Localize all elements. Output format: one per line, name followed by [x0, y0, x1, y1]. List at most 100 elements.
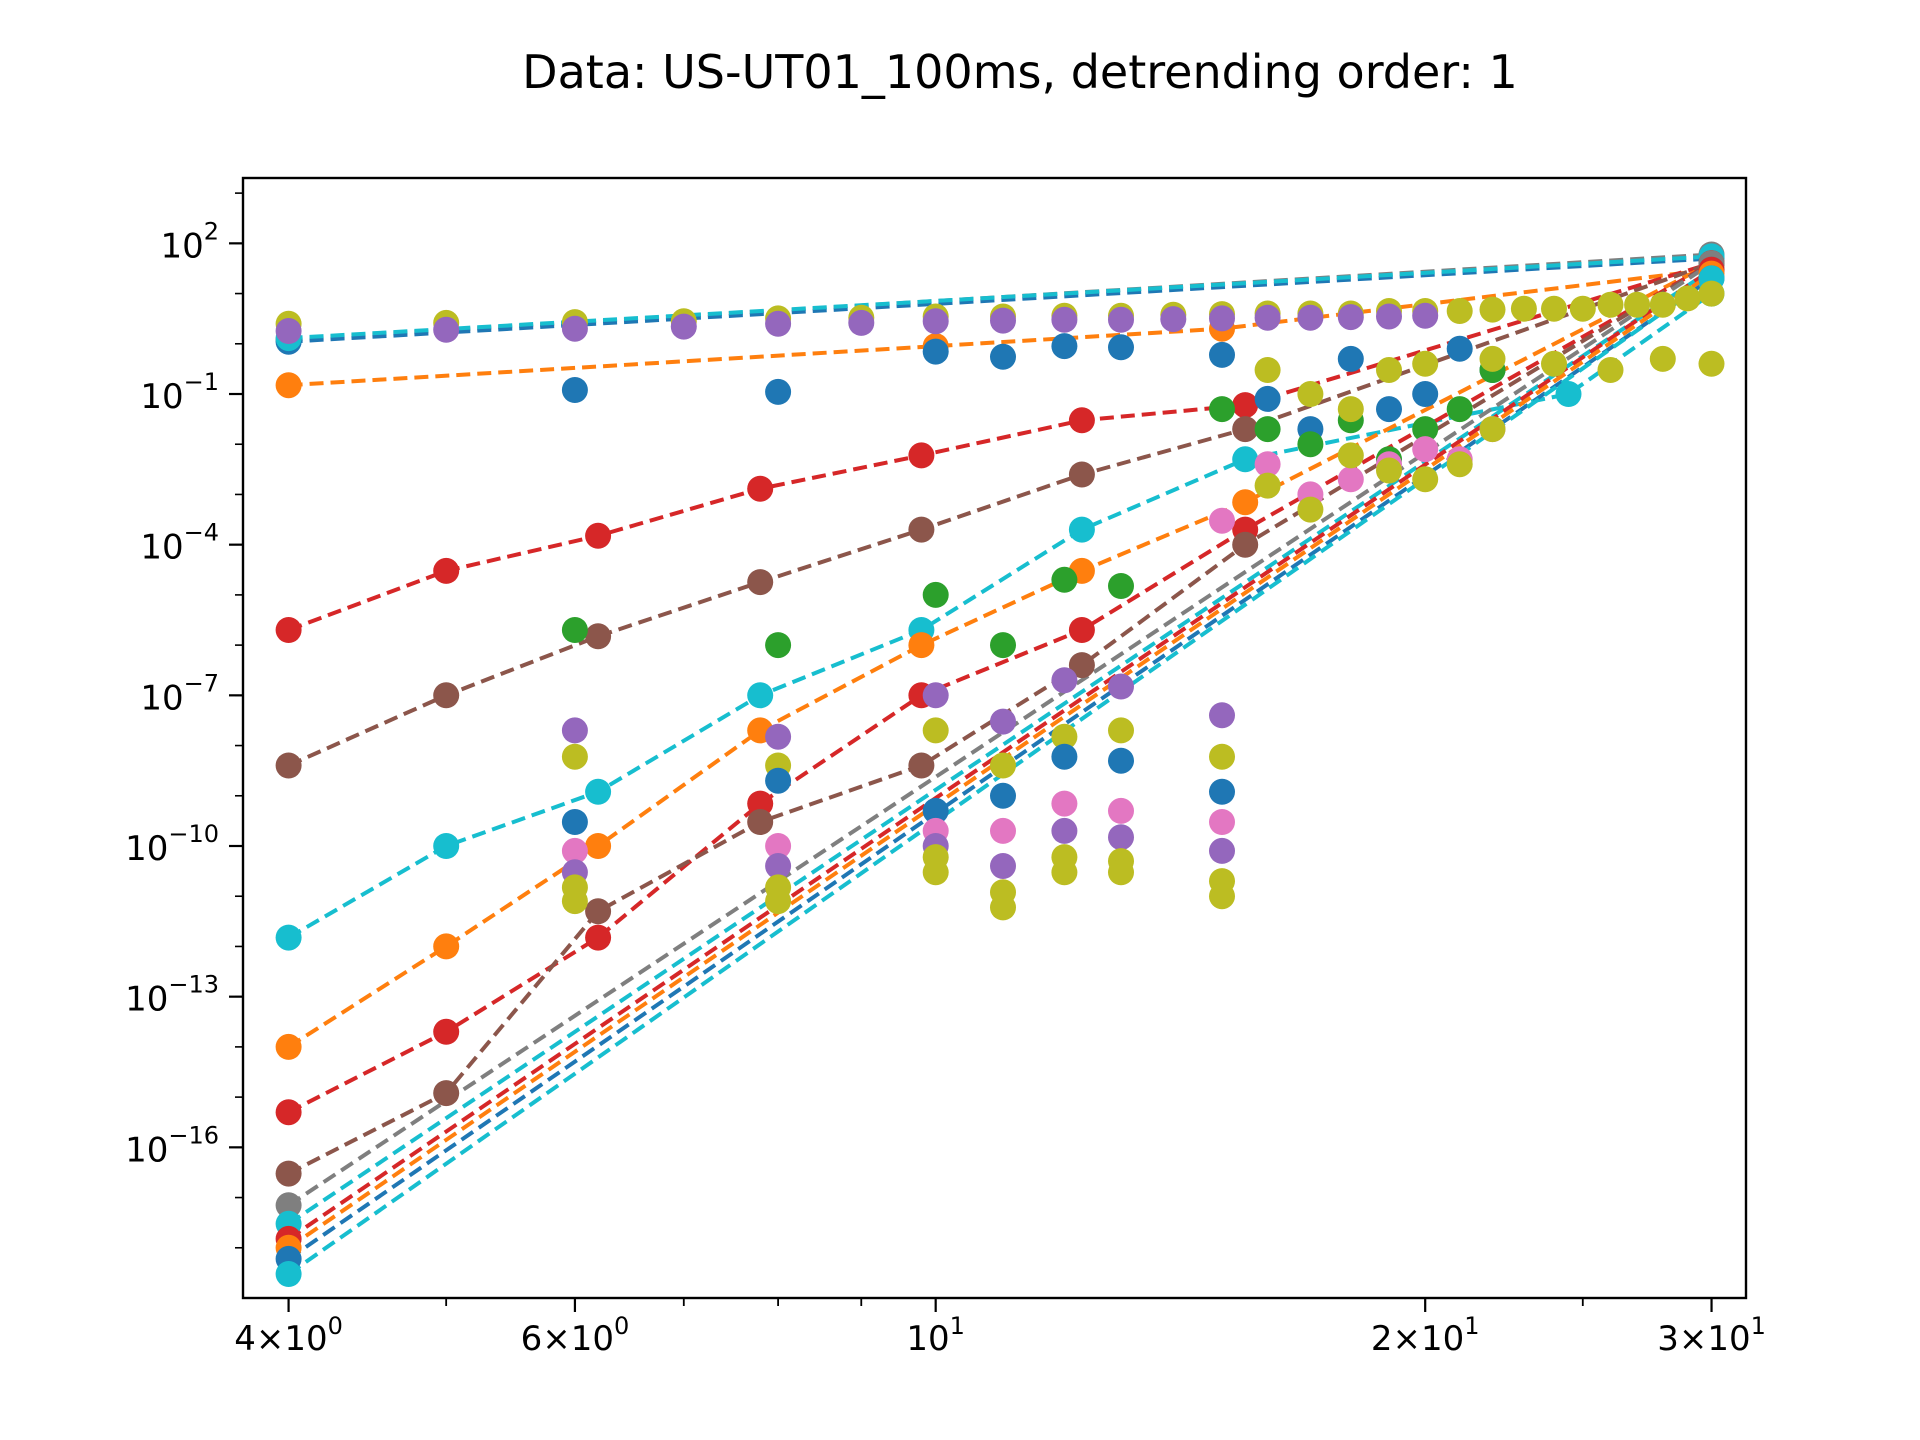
- data-point: [1446, 396, 1473, 423]
- data-point: [990, 817, 1016, 844]
- data-point: [765, 723, 792, 750]
- fit-line-3: [288, 254, 1712, 341]
- data-point: [1698, 350, 1725, 377]
- fit-point: [747, 790, 774, 817]
- data-point: [1254, 416, 1281, 443]
- fit-point: [1232, 416, 1259, 443]
- data-point: [990, 853, 1016, 879]
- data-point: [1209, 507, 1235, 534]
- data-point: [1051, 790, 1078, 817]
- data-point: [1108, 673, 1134, 700]
- data-point: [1479, 345, 1506, 372]
- x-axis: 4×100 6×100 101 2×101 3×101: [234, 1298, 1766, 1359]
- fit-point: [275, 372, 302, 399]
- fit-point: [433, 682, 460, 709]
- data-point: [1510, 295, 1537, 322]
- data-point: [561, 837, 588, 864]
- data-point: [1108, 859, 1134, 886]
- data-point: [1254, 472, 1281, 499]
- data-point: [1297, 496, 1324, 523]
- data-point: [765, 378, 792, 405]
- plot-frame: [241, 176, 1748, 1300]
- fit-point: [585, 833, 612, 859]
- data-point: [1254, 385, 1281, 412]
- data-point: [1051, 859, 1078, 886]
- data-point: [1337, 396, 1364, 423]
- fit-point: [275, 752, 302, 779]
- fit-point: [1068, 407, 1095, 434]
- data-point: [1412, 436, 1439, 463]
- x-tick-label: 6×100: [521, 1312, 630, 1359]
- data-point: [1051, 306, 1078, 333]
- data-point: [1209, 778, 1235, 805]
- data-point: [990, 708, 1016, 735]
- data-point: [1376, 457, 1402, 484]
- fit-point: [275, 1160, 302, 1187]
- fit-line-4: [288, 267, 1712, 388]
- data-point: [765, 767, 792, 794]
- data-point: [922, 338, 949, 365]
- fit-point: [433, 1018, 460, 1045]
- data-point: [670, 313, 697, 340]
- y-tick-label: 10−7: [140, 669, 219, 718]
- data-point: [990, 343, 1016, 370]
- fit-line-9: [287, 261, 1713, 1114]
- fit-line-11: [287, 261, 1713, 1207]
- data-point: [561, 717, 588, 744]
- data-point: [922, 308, 949, 335]
- data-point: [1108, 824, 1134, 851]
- fit-point: [747, 475, 774, 502]
- fit-point: [433, 933, 460, 960]
- data-point: [1412, 466, 1439, 493]
- fit-point: [1232, 489, 1259, 516]
- fit-line-13: [287, 267, 1713, 1241]
- fit-point: [433, 833, 460, 859]
- data-point: [1376, 396, 1402, 423]
- y-tick-label: 10−10: [125, 820, 219, 869]
- data-point: [1597, 357, 1624, 383]
- data-point: [561, 315, 588, 342]
- data-point: [1051, 817, 1078, 844]
- data-point: [1649, 345, 1676, 372]
- data-point: [1254, 451, 1281, 478]
- fit-point: [433, 557, 460, 584]
- fit-point: [908, 752, 935, 779]
- fit-point: [1232, 392, 1259, 419]
- data-point: [1337, 304, 1364, 331]
- data-point: [433, 316, 460, 343]
- data-point: [1108, 797, 1134, 824]
- data-point: [561, 888, 588, 915]
- scatter-points: [275, 241, 1725, 1287]
- data-point: [561, 743, 588, 770]
- data-point: [1209, 305, 1235, 332]
- data-point: [1254, 357, 1281, 383]
- data-point: [765, 888, 792, 915]
- fit-line-10: [287, 261, 1713, 1176]
- data-point: [1108, 334, 1134, 361]
- fit-point: [275, 924, 302, 951]
- data-point: [1209, 341, 1235, 368]
- fit-point: [585, 623, 612, 650]
- fit-point: [433, 1080, 460, 1107]
- data-point: [1541, 350, 1567, 377]
- fit-point: [908, 632, 935, 659]
- data-point: [561, 377, 588, 403]
- data-point: [1446, 335, 1473, 362]
- fit-point: [585, 522, 612, 549]
- data-point: [1209, 837, 1235, 864]
- fit-point: [908, 516, 935, 543]
- y-tick-label: 102: [160, 217, 219, 266]
- fit-point: [747, 809, 774, 835]
- data-point: [1376, 357, 1402, 383]
- data-point: [561, 809, 588, 835]
- data-point: [1479, 296, 1506, 323]
- data-point: [848, 309, 875, 336]
- data-point: [1541, 295, 1567, 322]
- y-tick-label: 10−1: [140, 368, 219, 417]
- data-point: [1108, 747, 1134, 774]
- data-point: [990, 894, 1016, 921]
- fit-point: [1232, 531, 1259, 558]
- fit-line-2: [288, 256, 1712, 344]
- fit-point: [275, 1099, 302, 1126]
